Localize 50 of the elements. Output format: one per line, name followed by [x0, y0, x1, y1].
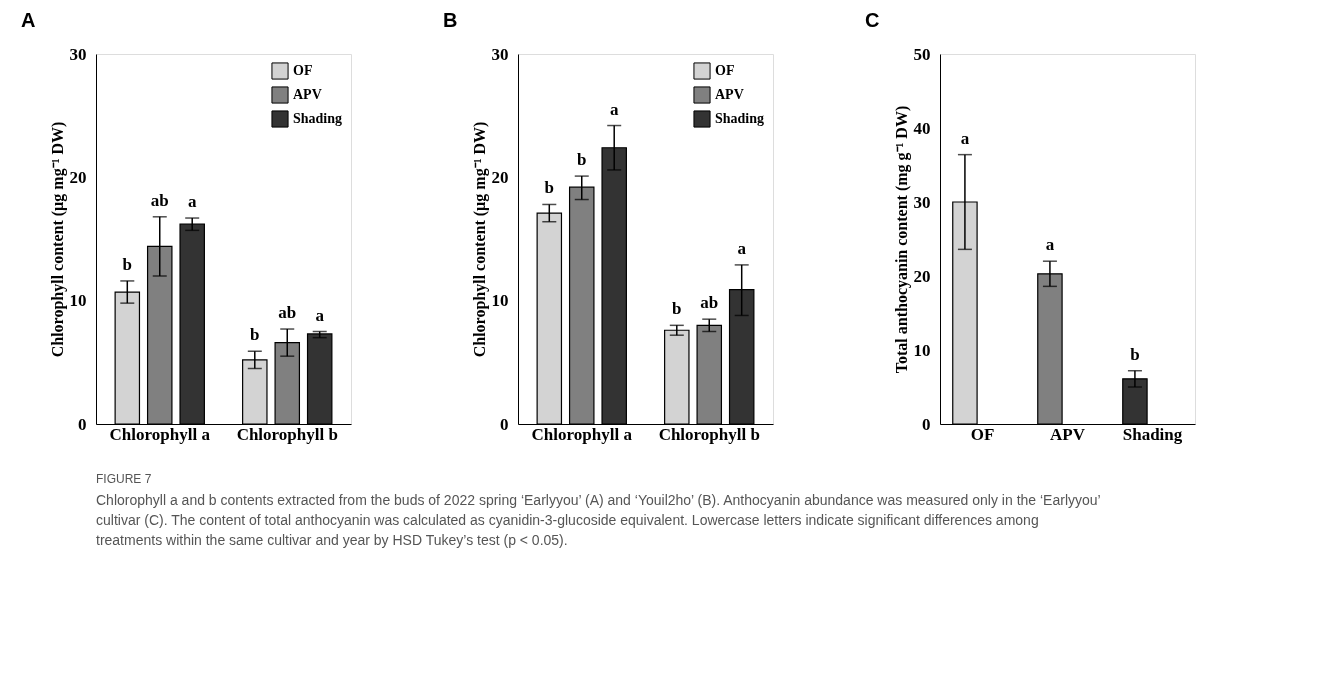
legend-label: OF [293, 63, 313, 78]
chart-title: B [443, 9, 458, 31]
data-label: a [960, 128, 970, 148]
x-tick-label: Chlorophyll b [236, 424, 338, 444]
x-tick-label: Chlorophyll b [658, 424, 760, 444]
y-tick-label: 30 [491, 44, 509, 64]
x-tick-label: OF [970, 424, 995, 444]
data-label: a [187, 192, 197, 212]
legend-label: OF [715, 63, 735, 78]
legend-label: APV [293, 87, 322, 102]
y-axis-title: Chlorophyll content (µg mg⁻¹ DW) [48, 121, 67, 358]
x-tick-label: Chlorophyll a [531, 424, 633, 444]
data-label: a [737, 238, 747, 258]
data-label: a [1045, 235, 1055, 255]
x-tick-label: Shading [1122, 424, 1183, 444]
y-tick-label: 30 [913, 192, 931, 212]
caption: FIGURE 7 [96, 472, 152, 486]
y-axis-title: Total anthocyanin content (mg g⁻¹ DW) [892, 105, 911, 374]
data-label: a [315, 305, 325, 325]
y-tick-label: 30 [69, 44, 87, 64]
y-tick-label: 0 [78, 414, 87, 434]
chart-title: C [865, 9, 880, 31]
y-tick-label: 20 [913, 266, 931, 286]
chart-title: A [21, 9, 36, 31]
data-label: b [122, 254, 133, 274]
legend-label: APV [715, 87, 744, 102]
y-tick-label: 10 [913, 340, 931, 360]
y-tick-label: 20 [491, 167, 509, 187]
data-label: b [577, 150, 587, 170]
y-tick-label: 50 [913, 44, 931, 64]
data-label: b [250, 325, 260, 345]
legend-label: Shading [715, 111, 765, 126]
data-label: ab [278, 303, 297, 323]
data-label: b [672, 299, 682, 319]
legend-label: Shading [293, 111, 343, 126]
data-label: ab [150, 190, 169, 210]
text: Chlorophyll a and b contents extracted from the buds of 2022 spring ‘Earlyyou’ (A) and ‘Youil2ho’ (B). Anthocyanin abundance was measured only in the ‘Earlyyou’ cultivar (C). The content of total anthocyanin was calculated as cyanidin-3-glucoside equivalent. Lowercase letters indicate significant differences among treatments within the same cultivar and year by HSD Tukey’s test (p < 0.05). [96, 492, 1101, 548]
data-label: b [1130, 344, 1140, 364]
x-tick-label: Chlorophyll a [109, 424, 211, 444]
y-tick-label: 0 [500, 414, 509, 434]
x-tick-label: APV [1050, 424, 1086, 444]
y-tick-label: 20 [69, 167, 87, 187]
y-tick-label: 0 [922, 414, 931, 434]
data-label: b [544, 178, 555, 198]
y-tick-label: 10 [491, 291, 509, 311]
data-label: ab [700, 293, 719, 313]
y-tick-label: 40 [913, 118, 931, 138]
y-axis-title: Chlorophyll content (µg mg⁻¹ DW) [470, 121, 489, 358]
y-tick-label: 10 [69, 291, 87, 311]
data-label: a [609, 99, 619, 119]
